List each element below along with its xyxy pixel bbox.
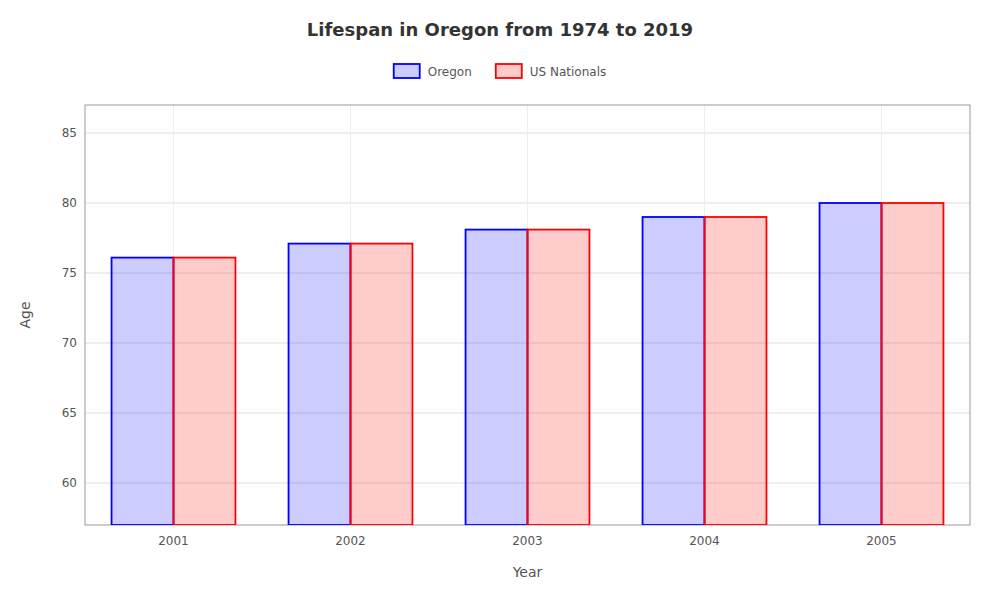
x-tick-label: 2004	[689, 534, 720, 548]
bar	[466, 230, 528, 525]
bar	[289, 244, 351, 525]
bar	[528, 230, 590, 525]
bar	[820, 203, 882, 525]
chart-container: 60 65 70 75 80 85 2001 2002 2003 2004 2005 Year Age L…	[0, 0, 1000, 600]
x-tick-label: 2003	[512, 534, 543, 548]
axes: 60 65 70 75 80 85 2001 2002 2003 2004 2005	[62, 126, 897, 549]
x-tick-label: 2005	[866, 534, 897, 548]
page: {"chart_data": {"type": "bar", "title": …	[0, 0, 1000, 600]
bar	[643, 217, 705, 525]
bar	[705, 217, 767, 525]
y-tick-label: 65	[62, 406, 77, 420]
y-axis-label: Age	[17, 301, 33, 328]
y-tick-label: 85	[62, 126, 77, 140]
y-tick-label: 70	[62, 336, 77, 350]
legend-label: Oregon	[428, 65, 472, 79]
bars	[112, 203, 944, 525]
y-tick-label: 80	[62, 196, 77, 210]
legend-label: US Nationals	[530, 65, 606, 79]
x-tick-label: 2001	[158, 534, 189, 548]
bar	[112, 258, 174, 525]
bar	[882, 203, 944, 525]
legend-item: Oregon	[394, 64, 472, 79]
x-tick-label: 2002	[335, 534, 366, 548]
chart-title: Lifespan in Oregon from 1974 to 2019	[307, 19, 693, 40]
y-tick-label: 75	[62, 266, 77, 280]
x-axis-label: Year	[512, 564, 543, 580]
legend-swatch	[394, 64, 420, 78]
y-tick-label: 60	[62, 476, 77, 490]
legend-swatch	[496, 64, 522, 78]
bar	[351, 244, 413, 525]
chart-svg: 60 65 70 75 80 85 2001 2002 2003 2004 2005 Year Age L…	[0, 0, 1000, 600]
legend-item: US Nationals	[496, 64, 606, 79]
grid	[85, 105, 970, 525]
plot-frame	[85, 105, 970, 525]
bar	[174, 258, 236, 525]
legend: Oregon US Nationals	[394, 64, 607, 79]
